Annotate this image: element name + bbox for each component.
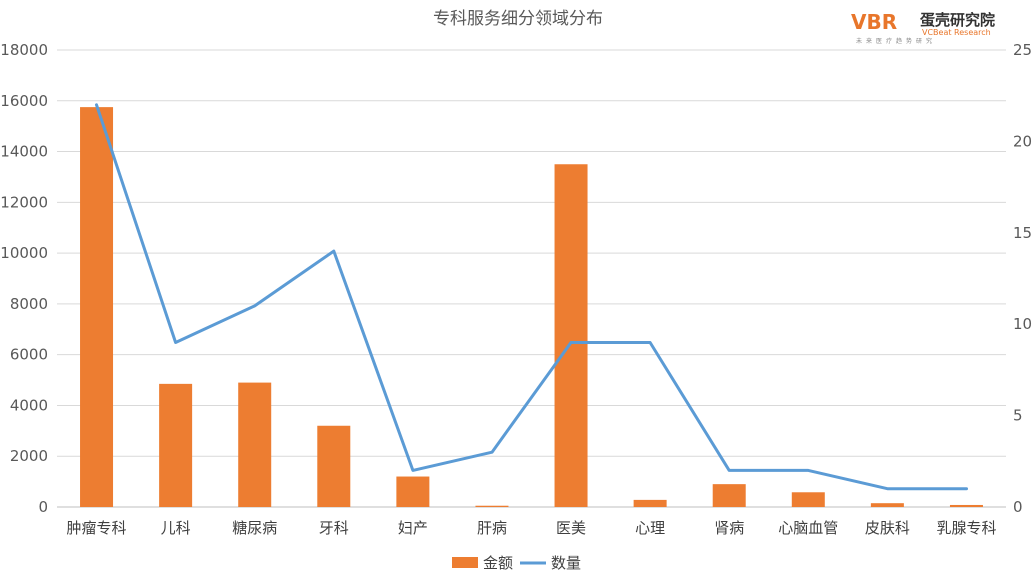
logo-name: 蛋壳研究院 (920, 11, 995, 29)
legend-line-label: 数量 (551, 554, 581, 572)
bar-6 (554, 164, 588, 507)
logo-mark: VBR (851, 10, 897, 34)
right-tick-label: 0 (1013, 498, 1023, 516)
legend-bar-label: 金额 (483, 554, 513, 572)
bar-3 (317, 425, 351, 507)
bar-8 (712, 484, 746, 507)
left-tick-label: 2000 (10, 447, 48, 465)
right-tick-label: 20 (1013, 132, 1032, 150)
bar-7 (633, 499, 667, 507)
bar-5 (475, 505, 509, 507)
left-tick-label: 8000 (10, 295, 48, 313)
bar-1 (159, 383, 193, 507)
right-tick-label: 10 (1013, 315, 1032, 333)
right-axis: 0 5 10 15 20 25 (1013, 41, 1032, 516)
category-axis: 肿瘤专科 儿科 糖尿病 牙科 妇产 肝病 医美 心理 肾病 心脑血管 皮肤科 乳腺专科 (67, 519, 997, 537)
category-label: 心脑血管 (778, 519, 838, 537)
left-tick-label: 18000 (0, 41, 48, 59)
gridlines (57, 49, 1006, 508)
category-label: 肿瘤专科 (67, 519, 127, 537)
left-tick-label: 16000 (0, 92, 48, 110)
category-label: 医美 (556, 519, 586, 537)
category-label: 肝病 (477, 519, 507, 537)
left-tick-label: 14000 (0, 143, 48, 161)
category-label: 妇产 (398, 519, 428, 537)
bar-4 (396, 476, 430, 507)
legend: 金额 数量 (452, 554, 581, 572)
bar-9 (791, 492, 825, 507)
left-tick-label: 4000 (10, 396, 48, 414)
left-tick-label: 10000 (0, 244, 48, 262)
right-tick-label: 15 (1013, 224, 1032, 242)
category-label: 皮肤科 (865, 519, 910, 537)
line-series (95, 103, 968, 491)
bar-series (80, 107, 983, 507)
bar-11 (949, 504, 983, 507)
series-line (95, 103, 968, 491)
category-label: 儿科 (161, 519, 191, 537)
chart-title: 专科服务细分领域分布 (433, 9, 603, 29)
category-label: 乳腺专科 (936, 519, 996, 537)
right-tick-label: 5 (1013, 407, 1023, 425)
category-label: 牙科 (319, 519, 349, 537)
category-label: 心理 (635, 519, 665, 537)
left-tick-label: 6000 (10, 346, 48, 364)
logo-tagline: 未来医疗趋势研究 (856, 37, 936, 45)
left-tick-label: 12000 (0, 193, 48, 211)
bar-10 (870, 503, 904, 507)
category-label: 肾病 (714, 519, 744, 537)
bar-0 (80, 107, 114, 507)
category-label: 糖尿病 (232, 519, 277, 537)
vcbeat-logo: VBR 蛋壳研究院 VCBeat Research 未来医疗趋势研究 (851, 10, 995, 45)
right-tick-label: 25 (1013, 41, 1032, 59)
left-axis: 0 2000 4000 6000 8000 10000 12000 14000 16000 180… (0, 41, 48, 516)
bar-2 (238, 382, 272, 507)
logo-english: VCBeat Research (922, 28, 991, 37)
legend-bar-swatch (452, 557, 478, 568)
left-tick-label: 0 (38, 498, 48, 516)
